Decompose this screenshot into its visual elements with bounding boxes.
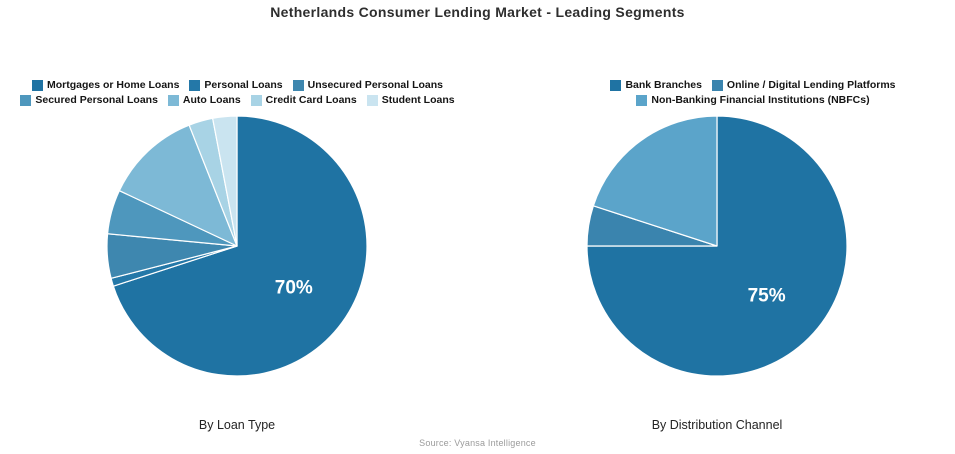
legend-swatch-icon bbox=[366, 95, 378, 106]
legend-item-1[interactable]: Personal Loans bbox=[189, 79, 283, 92]
legend-distribution-channel: Bank Branches Online / Digital Lending Pl… bbox=[558, 79, 948, 107]
legend-row: Bank Branches Online / Digital Lending Pl… bbox=[558, 79, 948, 92]
legend-label: Non-Banking Financial Institutions (NBFC… bbox=[651, 94, 870, 106]
legend-row: Secured Personal Loans Auto Loans Credit C… bbox=[0, 94, 475, 107]
pie-slice-6[interactable] bbox=[212, 115, 238, 247]
legend-swatch-icon bbox=[189, 80, 201, 91]
legend-label: Auto Loans bbox=[182, 94, 241, 106]
legend-label: Personal Loans bbox=[204, 79, 283, 91]
legend-item-5[interactable]: Credit Card Loans bbox=[250, 94, 357, 107]
pie-value-label: 75% bbox=[748, 286, 786, 307]
legend-swatch-icon bbox=[20, 95, 32, 106]
source-text: Source: Vyansa Intelligence bbox=[419, 438, 536, 448]
page-title: Netherlands Consumer Lending Market - Le… bbox=[270, 4, 685, 20]
legend-row: Mortgages or Home Loans Personal Loans Uns… bbox=[0, 79, 475, 92]
legend-swatch-icon bbox=[167, 95, 179, 106]
legend-loan-type: Mortgages or Home Loans Personal Loans Uns… bbox=[0, 79, 475, 107]
subtitle-distribution-channel: By Distribution Channel bbox=[651, 418, 783, 432]
legend-label: Unsecured Personal Loans bbox=[307, 79, 444, 91]
pie-slice-4[interactable] bbox=[118, 124, 238, 247]
legend-swatch-icon bbox=[610, 80, 622, 91]
legend-label: Online / Digital Lending Platforms bbox=[726, 79, 896, 91]
pie-slice-2[interactable] bbox=[592, 115, 718, 247]
legend-item-3[interactable]: Secured Personal Loans bbox=[20, 94, 158, 107]
legend-swatch-icon bbox=[636, 95, 648, 106]
legend-item-0[interactable]: Bank Branches bbox=[610, 79, 702, 92]
legend-item-4[interactable]: Auto Loans bbox=[167, 94, 241, 107]
legend-swatch-icon bbox=[711, 80, 723, 91]
legend-item-6[interactable]: Student Loans bbox=[366, 94, 455, 107]
legend-label: Credit Card Loans bbox=[265, 94, 357, 106]
legend-item-0[interactable]: Mortgages or Home Loans bbox=[31, 79, 180, 92]
legend-label: Bank Branches bbox=[625, 79, 702, 91]
legend-swatch-icon bbox=[31, 80, 43, 91]
subtitle-loan-type: By Loan Type bbox=[198, 418, 276, 432]
legend-item-2[interactable]: Non-Banking Financial Institutions (NBFC… bbox=[636, 94, 870, 107]
pie-value-label: 70% bbox=[275, 277, 313, 298]
pie-slice-0[interactable] bbox=[112, 115, 368, 377]
legend-label: Student Loans bbox=[381, 94, 455, 106]
legend-label: Mortgages or Home Loans bbox=[46, 79, 180, 91]
pie-slice-0[interactable] bbox=[586, 115, 848, 377]
legend-row: Non-Banking Financial Institutions (NBFC… bbox=[558, 94, 948, 107]
legend-swatch-icon bbox=[292, 80, 304, 91]
legend-label: Secured Personal Loans bbox=[35, 94, 158, 106]
legend-item-2[interactable]: Unsecured Personal Loans bbox=[292, 79, 444, 92]
legend-swatch-icon bbox=[250, 95, 262, 106]
pie-chart-loan-type: 70% bbox=[106, 115, 368, 377]
legend-item-1[interactable]: Online / Digital Lending Platforms bbox=[711, 79, 896, 92]
pie-chart-distribution-channel: 75% bbox=[586, 115, 848, 377]
